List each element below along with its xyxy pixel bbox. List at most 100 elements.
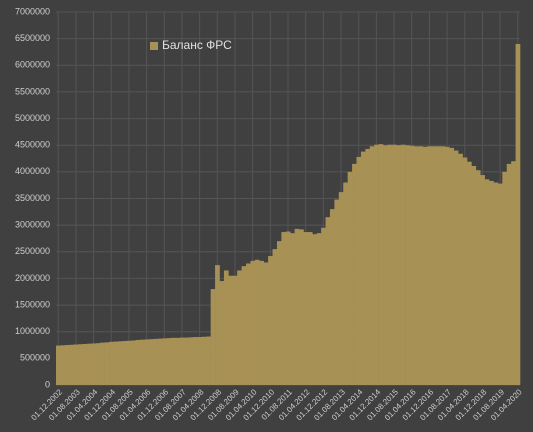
bar: [325, 217, 331, 385]
bar: [95, 343, 101, 385]
bar: [69, 344, 74, 385]
bar: [73, 344, 79, 385]
bar: [484, 179, 490, 385]
bar: [506, 163, 512, 385]
bar: [192, 337, 198, 385]
bar: [117, 341, 123, 385]
bar: [471, 165, 477, 385]
bar: [104, 342, 110, 385]
bar: [175, 337, 181, 385]
y-tick-label: 7000000: [15, 6, 50, 16]
bar: [436, 146, 441, 385]
y-tick-label: 6500000: [15, 33, 50, 43]
bar: [294, 228, 300, 385]
bar: [502, 171, 508, 385]
bar: [422, 146, 428, 385]
bar: [497, 183, 503, 385]
bar: [254, 259, 260, 385]
bar: [480, 175, 485, 385]
bar: [462, 157, 468, 385]
legend-swatch: [150, 42, 158, 50]
bar: [113, 341, 119, 385]
bar: [378, 144, 384, 385]
bar: [374, 144, 379, 385]
bar: [458, 153, 463, 385]
bar: [64, 345, 70, 385]
bar: [197, 337, 203, 385]
bar: [511, 161, 516, 385]
bar: [162, 338, 167, 385]
bar: [232, 275, 238, 385]
bar: [91, 343, 97, 385]
y-tick-label: 4000000: [15, 166, 50, 176]
bar: [440, 146, 446, 385]
y-tick-label: 4500000: [15, 140, 50, 150]
bar: [515, 43, 521, 385]
y-tick-label: 3500000: [15, 193, 50, 203]
bar: [329, 209, 335, 385]
bar: [400, 144, 406, 385]
bar: [157, 338, 163, 385]
bar: [131, 340, 136, 385]
bar: [299, 229, 304, 385]
bar: [413, 146, 419, 385]
bar: [493, 182, 499, 385]
bar: [184, 337, 189, 385]
bar: [60, 345, 66, 385]
bar: [153, 338, 158, 385]
bar: [215, 265, 220, 385]
bar: [56, 345, 61, 385]
y-tick-label: 3000000: [15, 220, 50, 230]
bar: [360, 151, 366, 385]
bar: [109, 341, 114, 385]
bar: [263, 262, 269, 385]
bar: [78, 344, 83, 385]
bar: [139, 339, 145, 385]
bar: [276, 241, 282, 385]
bar: [188, 337, 194, 385]
y-tick-label: 500000: [20, 353, 50, 363]
bar: [148, 339, 154, 385]
bar: [86, 343, 92, 385]
bar: [250, 260, 256, 385]
bar: [100, 342, 105, 385]
y-tick-label: 2500000: [15, 246, 50, 256]
y-tick-label: 2000000: [15, 273, 50, 283]
bar: [352, 163, 357, 385]
bar: [466, 161, 472, 385]
bar: [369, 146, 375, 385]
bar: [396, 145, 401, 385]
y-tick-label: 1000000: [15, 326, 50, 336]
bar: [312, 234, 318, 385]
bar: [307, 232, 313, 385]
bar: [246, 263, 251, 385]
bar: [166, 338, 172, 385]
bar: [334, 199, 340, 385]
bar: [285, 231, 291, 385]
y-tick-label: 1500000: [15, 299, 50, 309]
bar: [343, 182, 348, 385]
bar: [210, 289, 216, 385]
bar: [409, 145, 415, 385]
bar: [347, 171, 353, 385]
bar: [444, 146, 450, 385]
bar: [431, 146, 437, 385]
bar: [449, 147, 455, 385]
y-tick-label: 5000000: [15, 113, 50, 123]
bar: [237, 270, 242, 385]
bar: [475, 170, 481, 385]
bar: [259, 260, 264, 385]
bar: [489, 180, 494, 385]
bar: [405, 145, 410, 385]
bar: [356, 156, 362, 385]
bar: [316, 233, 322, 385]
bar: [241, 266, 247, 385]
bar: [82, 343, 88, 385]
y-tick-label: 0: [45, 379, 50, 389]
bar: [219, 281, 225, 385]
bar: [365, 148, 371, 385]
bar: [223, 270, 229, 385]
bar: [418, 146, 424, 385]
bar: [228, 275, 234, 385]
